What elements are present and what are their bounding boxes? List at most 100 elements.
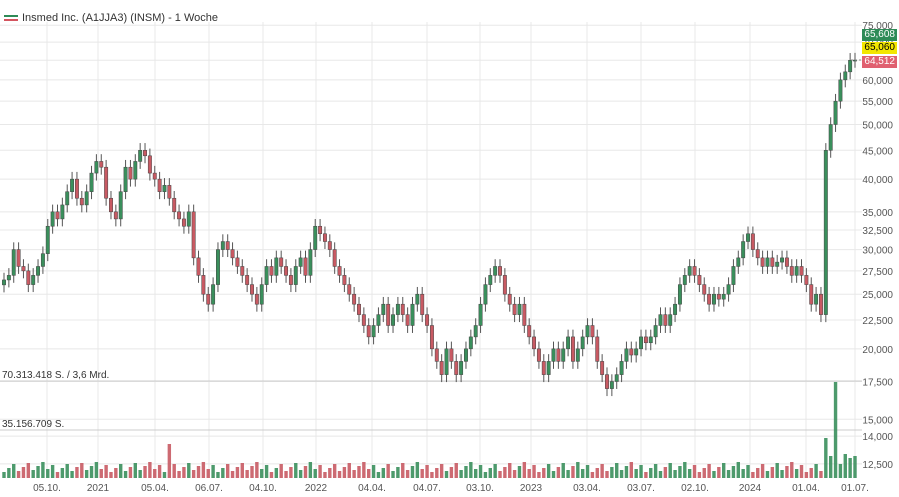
candle-body [84, 191, 89, 206]
volume-bar [478, 465, 483, 478]
candle-body [507, 293, 512, 305]
volume-bar [182, 467, 186, 478]
candle-body [687, 266, 692, 276]
y-tick-label: 12,500 [862, 460, 893, 471]
volume-bar [595, 468, 599, 478]
volume-bar [843, 454, 847, 478]
x-tick-label: 04.07. [413, 483, 441, 494]
candle-body [692, 266, 697, 276]
y-tick-label: 45,000 [862, 146, 893, 157]
volume-bar [255, 462, 259, 478]
candle-body [381, 303, 386, 315]
volume-bar [814, 464, 818, 478]
volume-bar [503, 467, 507, 478]
candle-body [532, 336, 537, 350]
chart-legend: Insmed Inc. (A1JJA3) (INSM) - 1 Woche [4, 12, 218, 24]
candle-body [595, 336, 600, 362]
candle-body [765, 257, 770, 267]
volume-bar [634, 469, 638, 478]
candle-body [109, 197, 113, 213]
candle-body [449, 348, 454, 362]
price-tag-last: 65,060 [862, 42, 897, 54]
volume-bar [702, 468, 706, 478]
candle-body [186, 211, 191, 227]
volume-half-label: 35.156.709 S. [2, 419, 65, 430]
volume-bar [415, 462, 420, 478]
volume-bar [70, 471, 74, 478]
volume-bar [537, 472, 541, 478]
volume-bar [298, 470, 303, 478]
candle-body [556, 348, 561, 362]
x-tick-label: 03.10. [466, 483, 494, 494]
price-tag-low: 64,512 [862, 56, 897, 68]
price-tag-high: 65,608 [862, 29, 897, 41]
volume-bar [12, 464, 16, 478]
volume-bar [371, 465, 376, 478]
candle-body [352, 293, 357, 305]
candle-body [848, 60, 853, 73]
candle-body [648, 336, 653, 344]
volume-bar [284, 471, 288, 478]
candle-body [152, 172, 157, 180]
volume-bar [94, 462, 99, 478]
candle-body [668, 314, 673, 326]
x-tick-label: 06.07. [195, 483, 223, 494]
volume-bar [459, 470, 463, 478]
volume-bar [731, 466, 736, 478]
candle-body [843, 71, 848, 81]
candle-body [55, 211, 60, 220]
volume-bar [439, 464, 444, 478]
candle-body [386, 303, 391, 326]
volume-bar [726, 470, 731, 478]
volume-bar [775, 463, 779, 478]
candle-body [814, 293, 819, 305]
y-tick-label: 32,500 [862, 226, 893, 237]
candle-body [653, 325, 658, 338]
y-tick-label: 22,500 [862, 316, 893, 327]
x-tick-label: 03.07. [627, 483, 655, 494]
candle-body [702, 284, 707, 295]
volume-bar [833, 382, 838, 478]
volume-bar [216, 472, 220, 478]
candle-body [775, 261, 780, 267]
candle-body [746, 233, 750, 242]
candle-body [347, 284, 352, 295]
volume-bar [191, 470, 196, 478]
volume-bar [114, 468, 118, 478]
candle-body [254, 293, 259, 305]
volume-bar [50, 465, 55, 478]
volume-bar [362, 462, 366, 478]
volume-bar [736, 462, 740, 478]
volume-bar [585, 465, 590, 478]
volume-bar [765, 471, 770, 478]
candle-body [770, 257, 775, 267]
volume-bar [561, 463, 565, 478]
volume-bar [206, 469, 210, 478]
volume-bar [512, 470, 517, 478]
volume-bar [551, 471, 556, 478]
volume-bar [488, 468, 492, 478]
volume-bar [143, 466, 147, 478]
y-tick-label: 27,500 [862, 267, 893, 278]
candle-body [483, 284, 488, 305]
candle-body [682, 275, 687, 285]
candle-body [327, 241, 332, 250]
volume-bar [386, 464, 390, 478]
candle-body [527, 325, 532, 338]
volume-bar [162, 472, 167, 478]
volume-bar [717, 467, 721, 478]
candle-body [726, 284, 731, 295]
candle-body [629, 348, 634, 356]
volume-bar [221, 468, 225, 478]
volume-bar [260, 469, 264, 478]
candle-body [731, 266, 736, 285]
candle-body [322, 233, 327, 242]
x-tick-label: 02.10. [681, 483, 709, 494]
candle-body [172, 197, 177, 213]
candle-body [760, 257, 765, 267]
candle-body [736, 257, 741, 267]
candle-body [143, 150, 147, 157]
volume-bar [294, 463, 298, 478]
y-tick-label: 15,000 [862, 415, 893, 426]
volume-bar [133, 463, 137, 478]
